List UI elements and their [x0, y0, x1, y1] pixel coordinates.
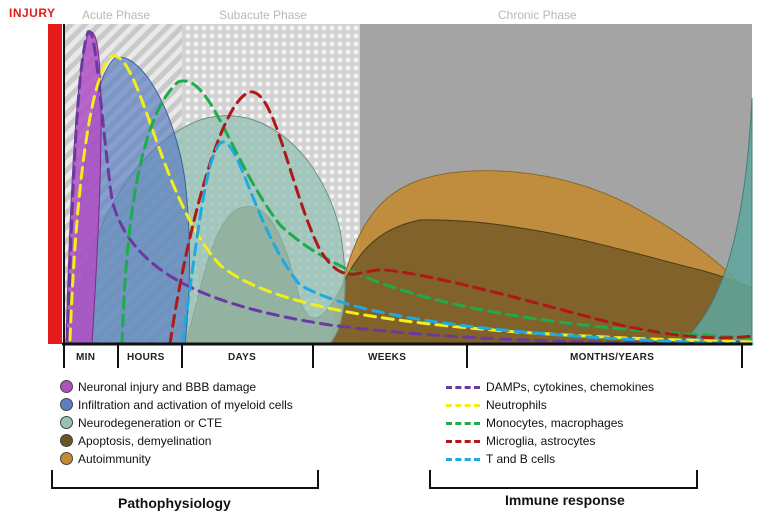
neurodegeneration-late-area: [678, 97, 753, 345]
legend-label: T and B cells: [486, 452, 556, 466]
legend-label: DAMPs, cytokines, chemokines: [486, 380, 655, 394]
chronic-phase-label: Chronic Phase: [498, 8, 577, 22]
legend-neutrophils: Neutrophils: [446, 397, 547, 413]
monocytes-macrophages-curve: [120, 79, 754, 346]
immune-response-bracket: [429, 470, 698, 489]
neutrophils-curve: [68, 54, 754, 344]
subacute-phase-label: Subacute Phase: [219, 8, 308, 22]
pathophysiology-legend: Neuronal injury and BBB damage Infiltrat…: [60, 379, 360, 469]
monocytes-swatch: [446, 422, 480, 425]
time-label-hours: HOURS: [127, 352, 165, 363]
legend-neuronal-injury: Neuronal injury and BBB damage: [60, 379, 256, 395]
legend-myeloid-infiltration: Infiltration and activation of myeloid c…: [60, 397, 293, 413]
t-b-cells-curve: [180, 140, 754, 346]
legend-label: Neutrophils: [486, 398, 547, 412]
neutrophils-swatch: [446, 404, 480, 407]
autoimmunity-swatch: [60, 452, 73, 465]
legend-apoptosis: Apoptosis, demyelination: [60, 433, 211, 449]
damps-swatch: [446, 386, 480, 389]
microglia-astrocytes-curve: [168, 90, 754, 346]
time-label-min: MIN: [76, 352, 96, 363]
legend-damps: DAMPs, cytokines, chemokines: [446, 379, 654, 395]
legend-label: Autoimmunity: [78, 452, 151, 466]
neurodegeneration-swatch: [60, 416, 73, 429]
legend-label: Microglia, astrocytes: [486, 434, 596, 448]
myeloid-infiltration-swatch: [60, 398, 73, 411]
injury-bar: [48, 24, 62, 344]
legend-label: Neurodegeneration or CTE: [78, 416, 223, 430]
acute-phase-label: Acute Phase: [82, 8, 151, 22]
neuronal-injury-swatch: [60, 380, 73, 393]
t-b-cells-swatch: [446, 458, 480, 461]
time-label-months-years: MONTHS/YEARS: [570, 352, 655, 363]
immune-response-legend: DAMPs, cytokines, chemokines Neutrophils…: [446, 379, 726, 469]
microglia-swatch: [446, 440, 480, 443]
legend-autoimmunity: Autoimmunity: [60, 451, 151, 467]
time-label-days: DAYS: [228, 352, 257, 363]
damps-cytokines-curve: [66, 30, 754, 345]
immune-response-title: Immune response: [505, 492, 625, 508]
time-axis-ticks: [63, 344, 743, 368]
injury-label: INJURY: [9, 6, 56, 20]
legend-label: Neuronal injury and BBB damage: [78, 380, 257, 394]
apoptosis-swatch: [60, 434, 73, 447]
time-label-weeks: WEEKS: [368, 352, 407, 363]
legend-label: Apoptosis, demyelination: [78, 434, 212, 448]
pathophysiology-title: Pathophysiology: [118, 495, 231, 511]
pathophysiology-bracket: [51, 470, 319, 489]
legend-label: Monocytes, macrophages: [486, 416, 624, 430]
legend-monocytes: Monocytes, macrophages: [446, 415, 623, 431]
legend-label: Infiltration and activation of myeloid c…: [78, 398, 293, 412]
legend-neurodegeneration: Neurodegeneration or CTE: [60, 415, 222, 431]
legend-microglia: Microglia, astrocytes: [446, 433, 595, 449]
legend-t-b-cells: T and B cells: [446, 451, 555, 467]
